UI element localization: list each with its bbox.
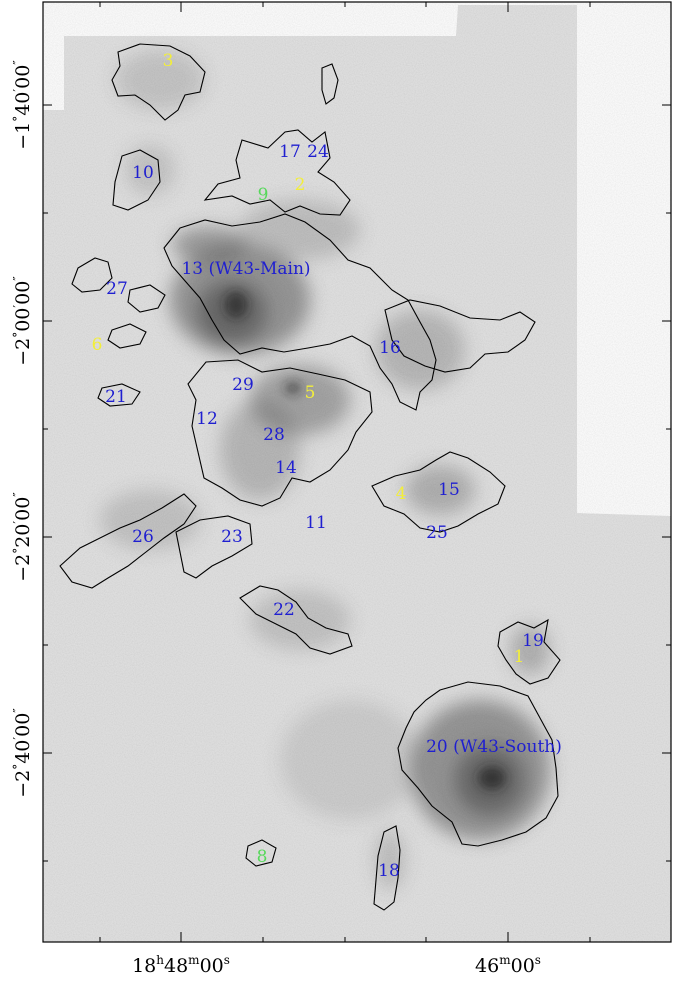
dec-label: −2°00′00″ bbox=[11, 276, 34, 366]
clump-label: 21 bbox=[105, 387, 127, 407]
axis-ticks bbox=[43, 2, 671, 942]
contour-top bbox=[321, 63, 339, 105]
contours bbox=[59, 43, 561, 911]
clump-label: 14 bbox=[275, 458, 297, 478]
clump-label: 16 bbox=[379, 338, 401, 358]
contour-16 bbox=[384, 299, 536, 373]
clump-label: 27 bbox=[106, 279, 128, 299]
contour-15 bbox=[371, 451, 506, 533]
clump-label: 26 bbox=[132, 527, 154, 547]
clump-label: 15 bbox=[438, 480, 460, 500]
clump-label: 8 bbox=[257, 847, 268, 867]
contour-19 bbox=[497, 618, 561, 685]
clump-label: 11 bbox=[305, 513, 327, 533]
clump-label: 18 bbox=[378, 861, 400, 881]
dec-label: −1°40′00″ bbox=[11, 60, 34, 150]
clump-label: 20 (W43-South) bbox=[426, 737, 562, 757]
contour-8 bbox=[245, 839, 277, 867]
contour-center bbox=[187, 359, 373, 507]
contour-26 bbox=[59, 493, 197, 589]
clump-label: 9 bbox=[258, 185, 269, 205]
dec-axis-labels: −1°40′00″ −2°00′00″ −2°20′00″ −2°40′00″ bbox=[11, 60, 34, 798]
clump-label: 22 bbox=[273, 600, 295, 620]
contour-6 bbox=[107, 323, 147, 349]
ra-label: 46m00s bbox=[475, 953, 541, 977]
ra-axis-labels: 18h48m00s 46m00s bbox=[132, 953, 541, 977]
contour-22 bbox=[239, 585, 353, 655]
clump-label: 28 bbox=[263, 425, 285, 445]
clump-label: 4 bbox=[396, 484, 407, 504]
clump-label: 5 bbox=[305, 383, 316, 403]
ra-label: 18h48m00s bbox=[132, 953, 230, 977]
clump-label: 6 bbox=[92, 335, 103, 355]
clump-label: 13 (W43-Main) bbox=[181, 259, 310, 279]
contour-23 bbox=[175, 515, 253, 579]
contour-3 bbox=[111, 43, 206, 121]
clump-label: 19 bbox=[522, 631, 544, 651]
contour-21 bbox=[97, 383, 141, 407]
clump-label: 10 bbox=[132, 163, 154, 183]
dec-label: −2°40′00″ bbox=[11, 708, 34, 798]
clump-labels: 3 10 17 24 2 9 13 (W43-Main) 27 6 16 21 … bbox=[92, 51, 562, 881]
contour-13-main bbox=[163, 213, 437, 411]
clump-label: 1 bbox=[514, 647, 525, 667]
clump-label: 3 bbox=[163, 51, 174, 71]
clump-label: 23 bbox=[221, 527, 243, 547]
contour-10 bbox=[112, 149, 161, 211]
contour-17-24 bbox=[203, 129, 351, 216]
dec-label: −2°20′00″ bbox=[11, 492, 34, 582]
clump-label: 17 bbox=[279, 142, 301, 162]
plot-frame bbox=[42, 1, 672, 943]
clump-label: 29 bbox=[232, 375, 254, 395]
clump-label: 25 bbox=[426, 523, 448, 543]
contour-20-south bbox=[397, 681, 559, 847]
emission-map bbox=[43, 2, 671, 942]
clump-label: 12 bbox=[196, 409, 218, 429]
clump-label: 24 bbox=[307, 142, 329, 162]
contour-18 bbox=[373, 825, 401, 911]
clump-label: 2 bbox=[295, 175, 306, 195]
contour-27 bbox=[71, 257, 166, 313]
